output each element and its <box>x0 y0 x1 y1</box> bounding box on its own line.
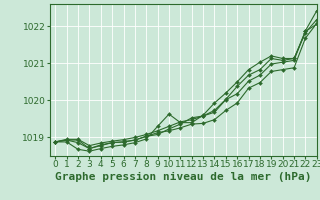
X-axis label: Graphe pression niveau de la mer (hPa): Graphe pression niveau de la mer (hPa) <box>55 172 311 182</box>
